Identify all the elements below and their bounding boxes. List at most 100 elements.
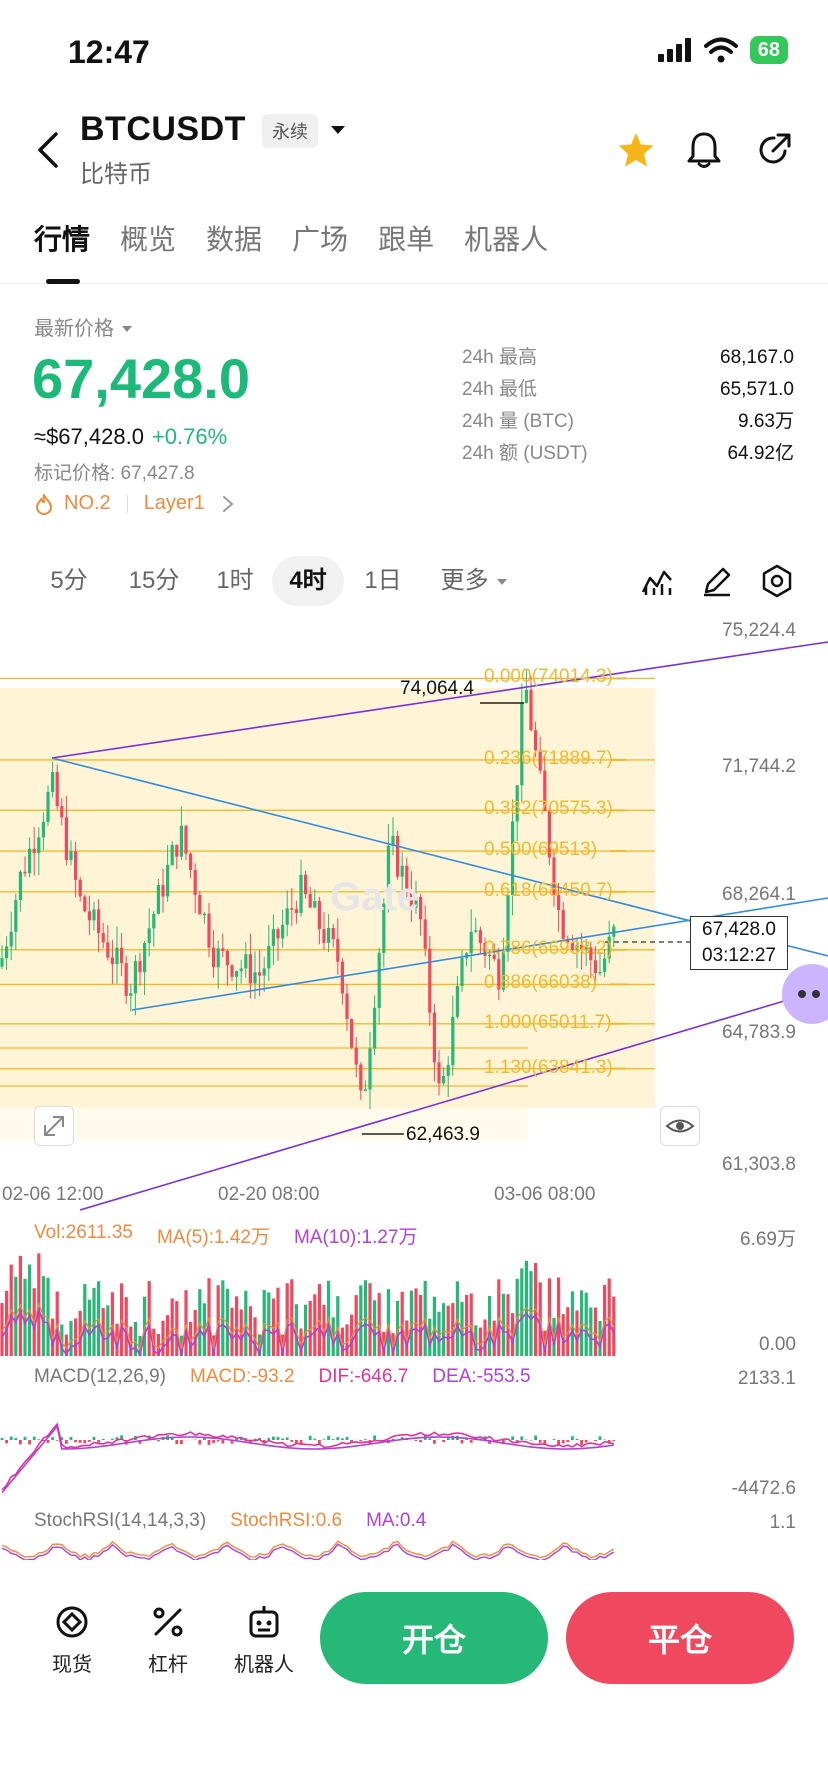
alert-button[interactable]	[682, 128, 726, 172]
last-price-label[interactable]: 最新价格	[34, 312, 134, 341]
candle-body	[83, 896, 87, 912]
robot-button[interactable]: 机器人	[224, 1602, 304, 1677]
macd-histogram-bar	[391, 1438, 395, 1440]
tab-market[interactable]: 行情	[34, 210, 90, 284]
interval-4h[interactable]: 4时	[272, 556, 344, 606]
candle-body	[543, 770, 547, 812]
macd-histogram-bar	[14, 1437, 18, 1440]
candle-body	[106, 942, 110, 958]
draw-pen-icon[interactable]	[700, 564, 734, 598]
macd-histogram-bar	[0, 1437, 4, 1440]
interval-more[interactable]: 更多	[430, 556, 520, 606]
candle-body	[225, 950, 229, 966]
candle-body	[202, 913, 206, 916]
macd-histogram-bar	[400, 1437, 404, 1440]
candle-body	[5, 946, 9, 959]
interval-1h[interactable]: 1时	[216, 567, 254, 594]
volume-bar	[133, 1321, 137, 1356]
interval-15m[interactable]: 15分	[128, 567, 180, 594]
tab-overview[interactable]: 概览	[120, 224, 177, 255]
tab-bots[interactable]: 机器人	[464, 224, 549, 255]
fib-label: 0.786(66938.2)	[484, 937, 613, 959]
favorite-button[interactable]	[614, 128, 658, 172]
caret-down-icon	[497, 579, 508, 585]
chart-area[interactable]: Gate 0.000(74014.3) 0.236(71889.7) 0.382(7…	[0, 620, 828, 1560]
expand-button[interactable]	[34, 1106, 74, 1146]
settings-hex-icon[interactable]	[760, 564, 794, 598]
volume-bar	[193, 1309, 197, 1356]
macd-histogram-bar	[419, 1440, 422, 1443]
candle-body	[175, 844, 179, 857]
volume-bar	[267, 1292, 271, 1356]
volume-bar	[166, 1315, 170, 1356]
volume-bar	[271, 1298, 275, 1356]
current-price-box: 67,428.0 03:12:27	[690, 916, 788, 970]
candle-body	[529, 689, 533, 731]
indicator-icon[interactable]	[640, 564, 674, 598]
volume-bar	[74, 1318, 78, 1356]
candle-body	[304, 874, 308, 895]
spot-button[interactable]: 现货	[32, 1602, 112, 1677]
assistant-bubble[interactable]	[782, 964, 828, 1024]
candle-body	[331, 927, 335, 940]
stochrsi-line	[1, 1540, 615, 1559]
macd-dif-line	[1, 1422, 615, 1491]
candle-body	[515, 785, 519, 822]
candle-body	[336, 939, 340, 962]
volume-bar	[156, 1333, 160, 1356]
fib-label: 1.130(63841.3)	[484, 1056, 613, 1078]
candle-body	[51, 772, 55, 792]
candle-body	[235, 971, 239, 977]
volume-bar	[253, 1317, 257, 1356]
watermark: Gate	[330, 875, 419, 919]
macd-histogram-bar	[138, 1440, 142, 1444]
volume-bar	[469, 1293, 473, 1356]
fib-label: 1.000(65011.7)	[484, 1011, 612, 1033]
open-position-button[interactable]: 开仓	[320, 1592, 548, 1684]
tab-square[interactable]: 广场	[292, 224, 349, 255]
candle-body	[391, 835, 395, 846]
macd-axis-top: 2133.1	[737, 1368, 796, 1389]
interval-1d[interactable]: 1日	[364, 567, 402, 594]
interval-5m[interactable]: 5分	[50, 567, 88, 594]
volume-bar	[409, 1290, 413, 1356]
leverage-button[interactable]: 杠杆	[128, 1602, 208, 1677]
volume-bar	[396, 1300, 400, 1356]
volume-bar	[299, 1328, 303, 1356]
candle-body	[253, 972, 257, 984]
volume-bar	[304, 1304, 308, 1356]
candle-body	[170, 844, 174, 865]
eye-button[interactable]	[660, 1106, 700, 1146]
expand-icon	[44, 1116, 64, 1136]
macd-histogram-bar	[373, 1435, 376, 1440]
candle-body	[64, 817, 68, 861]
tab-copy-trading[interactable]: 跟单	[378, 224, 435, 255]
stat-volume: 24h 量 (BTC) 9.63万	[462, 411, 794, 432]
macd-histogram-bar	[414, 1440, 418, 1442]
share-icon	[759, 133, 791, 164]
candle-body	[373, 1007, 377, 1049]
candle-body	[97, 909, 101, 933]
battery-icon: 68	[749, 36, 788, 64]
candle-body	[138, 961, 142, 973]
macd-histogram-bar	[295, 1440, 298, 1444]
candle-body	[37, 837, 41, 854]
close-position-button[interactable]: 平仓	[566, 1592, 794, 1684]
macd-histogram-bar	[55, 1440, 59, 1441]
share-button[interactable]	[752, 128, 796, 172]
back-button[interactable]	[28, 128, 68, 172]
tab-data[interactable]: 数据	[206, 224, 263, 255]
candlestick-chart[interactable]: Gate	[0, 620, 828, 1560]
volume-bar	[589, 1307, 593, 1356]
star-icon	[618, 133, 654, 167]
volume-bar	[175, 1301, 179, 1356]
stochrsi-legend: StochRSI(14,14,3,3) StochRSI:0.6 MA:0.4	[34, 1510, 427, 1531]
time-axis-1: 02-06 12:00	[2, 1184, 104, 1205]
candle-body	[317, 901, 321, 930]
stat-turnover: 24h 额 (USDT) 64.92亿	[462, 443, 794, 464]
coin-tags[interactable]: NO.2 Layer1	[34, 492, 235, 515]
macd-histogram-bar	[235, 1438, 238, 1440]
macd-histogram-bar	[322, 1439, 326, 1440]
pair-title[interactable]: BTCUSDT	[80, 110, 246, 148]
caret-down-icon[interactable]	[326, 118, 350, 142]
